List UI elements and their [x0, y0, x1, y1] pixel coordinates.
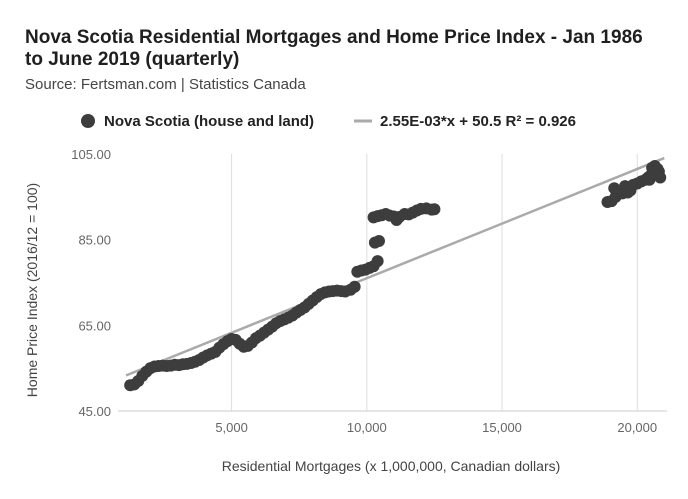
- x-tick-label: 5,000: [215, 420, 248, 435]
- legend-marker-dot: [81, 114, 95, 128]
- trendline-layer: [125, 156, 665, 377]
- y-tick-label: 105.00: [71, 147, 111, 162]
- y-tick-label: 85.00: [78, 233, 111, 248]
- x-axis-label: Residential Mortgages (x 1,000,000, Cana…: [222, 458, 561, 474]
- data-points: [124, 159, 667, 392]
- legend-label-trendline: 2.55E-03*x + 50.5 R² = 0.926: [380, 113, 576, 130]
- x-tick-label: 15,000: [482, 420, 522, 435]
- data-point: [654, 171, 667, 184]
- legend: Nova Scotia (house and land) 2.55E-03*x …: [81, 113, 576, 130]
- legend-label-series: Nova Scotia (house and land): [104, 113, 314, 130]
- y-tick-label: 65.00: [78, 318, 111, 333]
- chart-title: Nova Scotia Residential Mortgages and Ho…: [25, 27, 643, 70]
- data-point: [348, 280, 361, 293]
- chart-subtitle: Source: Fertsman.com | Statistics Canada: [25, 76, 306, 93]
- y-axis-label: Home Price Index (2016/12 = 100): [24, 183, 40, 397]
- gridlines: [118, 154, 667, 412]
- x-tick-label: 20,000: [617, 420, 657, 435]
- data-point: [372, 234, 385, 247]
- data-point: [643, 173, 656, 186]
- data-point: [428, 203, 441, 216]
- y-tick-label: 45.00: [78, 404, 111, 419]
- x-tick-label: 10,000: [347, 420, 387, 435]
- y-axis-ticks: 45.00 65.00 85.00 105.00: [71, 147, 111, 419]
- data-point: [371, 255, 384, 268]
- x-axis-ticks: 5,000 10,000 15,000 20,000: [215, 420, 657, 435]
- trendline: [125, 156, 665, 377]
